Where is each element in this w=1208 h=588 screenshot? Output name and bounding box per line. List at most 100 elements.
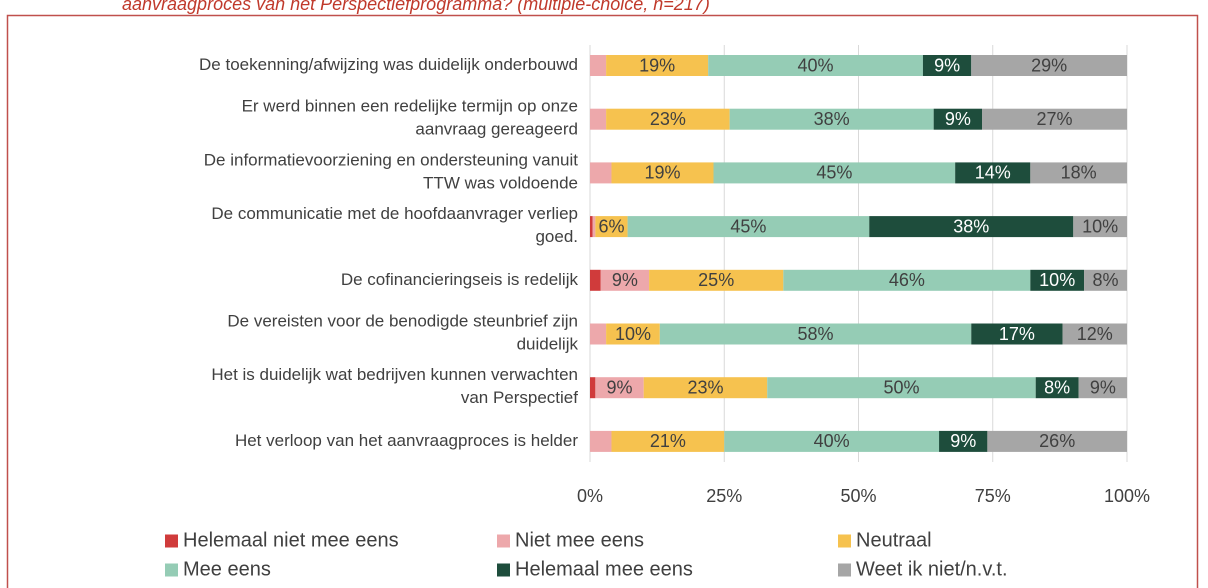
category-label: Er werd binnen een redelijke termijn op … (242, 97, 578, 139)
data-label: 50% (883, 377, 919, 397)
data-label: 12% (1077, 324, 1113, 344)
bar-segment (590, 55, 607, 76)
category-label: Het verloop van het aanvraagproces is he… (235, 431, 578, 450)
bar-segment (922, 55, 972, 76)
bar-segment (971, 323, 1063, 345)
bar-segment (643, 377, 768, 399)
x-tick-label: 25% (706, 486, 742, 506)
legend-label: Mee eens (183, 558, 271, 580)
bar-segment (606, 323, 660, 345)
category-label: De informatievoorziening en ondersteunin… (204, 151, 579, 193)
bar-segment (1084, 269, 1127, 291)
data-label: 26% (1039, 431, 1075, 451)
x-tick-label: 50% (840, 486, 876, 506)
legend-label: Weet ik niet/n.v.t. (856, 558, 1008, 580)
data-label: 9% (1090, 377, 1116, 397)
data-label: 27% (1036, 109, 1072, 129)
legend-swatch (497, 534, 510, 548)
legend-swatch (497, 563, 510, 577)
bar-segment (627, 216, 870, 238)
bar-segment (659, 323, 972, 345)
data-label: 23% (687, 377, 723, 397)
data-label: 10% (1039, 270, 1075, 290)
chart-title: aanvraagproces van het Perspectiefprogra… (122, 0, 710, 14)
bar-segment (606, 55, 709, 76)
frame (6, 14, 1199, 588)
data-label: 21% (650, 431, 686, 451)
legend-swatch (838, 534, 851, 548)
bar-segment (933, 108, 983, 130)
data-label: 46% (889, 270, 925, 290)
bar-segment (1073, 216, 1127, 238)
bar-segment (649, 269, 784, 291)
bar-segment (869, 216, 1074, 238)
bar-segment (708, 55, 923, 76)
category-label: De communicatie met de hoofdaanvrager ve… (211, 205, 578, 247)
data-label: 9% (607, 377, 633, 397)
bar-segment (971, 55, 1127, 76)
bar-segment (590, 216, 593, 238)
bar-segment (767, 377, 1036, 399)
bar-segment (982, 108, 1127, 130)
bar-segment (1078, 377, 1127, 399)
bar-segment (1062, 323, 1127, 345)
data-label: 38% (953, 216, 989, 236)
legend-label: Neutraal (856, 529, 932, 551)
bar-segment (1030, 162, 1127, 184)
data-label: 40% (798, 55, 834, 75)
x-tick-label: 100% (1104, 486, 1150, 506)
data-label: 45% (730, 216, 766, 236)
data-label: 6% (598, 216, 624, 236)
data-label: 9% (945, 109, 971, 129)
data-label: 9% (612, 270, 638, 290)
bar-segment (724, 430, 940, 452)
data-label: 14% (975, 163, 1011, 183)
legend-label: Helemaal mee eens (515, 558, 693, 580)
bar-segment (987, 430, 1127, 452)
legend-label: Niet mee eens (515, 529, 644, 551)
data-label: 8% (1093, 270, 1119, 290)
bar-segment (611, 430, 725, 452)
data-label: 17% (999, 324, 1035, 344)
bar-segment (590, 377, 596, 399)
legend-swatch (838, 563, 851, 577)
data-label: 19% (639, 55, 675, 75)
bar-segment (611, 162, 714, 184)
bar-segment (590, 323, 607, 345)
category-label: De toekenning/afwijzing was duidelijk on… (199, 55, 578, 74)
bar-segment (590, 108, 607, 130)
data-label: 9% (934, 55, 960, 75)
data-label: 19% (644, 163, 680, 183)
data-label: 9% (950, 431, 976, 451)
bar-segment (590, 430, 612, 452)
bar-segment (592, 216, 596, 238)
category-label: Het is duidelijk wat bedrijven kunnen ve… (211, 366, 578, 408)
bar-segment (1035, 377, 1079, 399)
bar-segment (595, 377, 644, 399)
data-label: 18% (1061, 163, 1097, 183)
data-label: 10% (1082, 216, 1118, 236)
bar-segment (955, 162, 1031, 184)
data-label: 10% (615, 324, 651, 344)
data-label: 45% (816, 163, 852, 183)
bar-segment (713, 162, 956, 184)
bar-segment (939, 430, 988, 452)
data-label: 38% (814, 109, 850, 129)
data-label: 8% (1044, 377, 1070, 397)
bar-segment (590, 162, 612, 184)
bar-segment (783, 269, 1031, 291)
bar-segment (595, 216, 628, 238)
data-label: 23% (650, 109, 686, 129)
legend-swatch (165, 534, 178, 548)
x-tick-label: 75% (975, 486, 1011, 506)
data-label: 29% (1031, 55, 1067, 75)
category-label: De vereisten voor de benodigde steunbrie… (227, 312, 578, 354)
legend-label: Helemaal niet mee eens (183, 529, 399, 551)
data-label: 58% (798, 324, 834, 344)
bar-segment (590, 269, 601, 291)
data-label: 40% (814, 431, 850, 451)
data-label: 25% (698, 270, 734, 290)
category-label: De cofinancieringseis is redelijk (341, 270, 579, 289)
x-tick-label: 0% (577, 486, 603, 506)
bar-segment (600, 269, 650, 291)
